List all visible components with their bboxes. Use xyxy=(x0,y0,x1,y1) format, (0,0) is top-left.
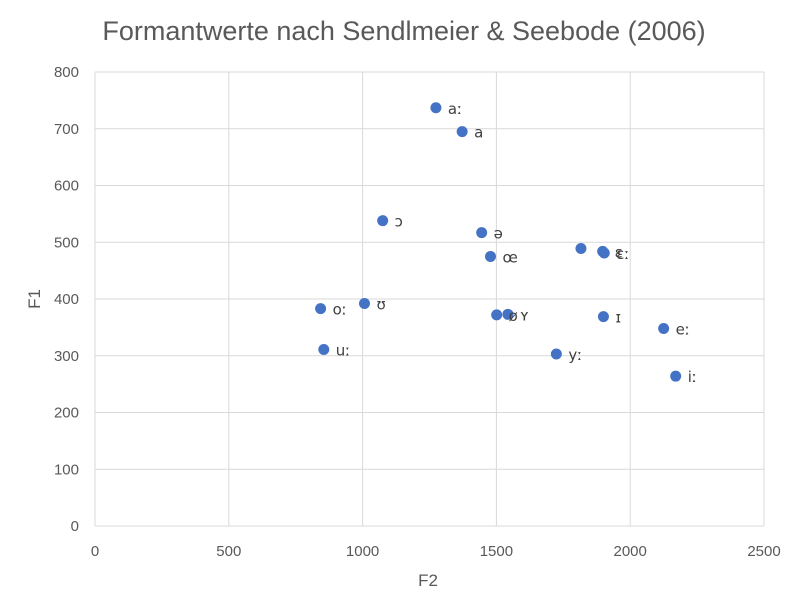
data-point xyxy=(491,309,503,321)
data-point xyxy=(476,227,488,239)
y-tick-label: 100 xyxy=(54,461,79,478)
data-point xyxy=(485,250,497,262)
data-label: yː xyxy=(568,346,582,364)
x-tick-labels: 0 500 1000 1500 2000 2500 xyxy=(91,543,781,560)
data-point xyxy=(502,308,514,320)
data-point xyxy=(597,311,609,323)
data-label: ɪ xyxy=(615,309,621,327)
x-axis-title: F2 xyxy=(418,571,438,590)
y-tick-label: 0 xyxy=(71,518,79,535)
data-label: ʊ xyxy=(376,296,385,314)
x-tick-label: 1000 xyxy=(346,543,379,560)
data-labels: aː a ɔ əœ ɛɛː ʊ oː ø ʏ ɪ eː uː yː iː xyxy=(333,100,697,386)
data-point xyxy=(318,344,330,356)
data-label: iː xyxy=(688,368,697,386)
x-tick-label: 1500 xyxy=(480,543,513,560)
y-tick-label: 500 xyxy=(54,234,79,251)
y-tick-label: 700 xyxy=(54,121,79,138)
y-tick-label: 600 xyxy=(54,178,79,195)
y-tick-label: 400 xyxy=(54,291,79,308)
data-label: eː xyxy=(676,321,690,339)
data-point xyxy=(575,242,587,254)
data-label: ɛ xyxy=(615,243,623,261)
data-label: ʏ xyxy=(520,306,529,324)
data-point xyxy=(598,247,610,259)
x-tick-label: 2000 xyxy=(614,543,647,560)
y-tick-labels: 0 100 200 300 400 500 600 700 800 xyxy=(54,64,79,535)
data-label: ɛː xyxy=(616,245,629,263)
data-label: aː xyxy=(448,100,462,118)
data-point xyxy=(315,303,327,315)
data-label: ə xyxy=(494,225,503,243)
x-tick-label: 2500 xyxy=(747,543,780,560)
data-label: a xyxy=(474,124,483,142)
chart-title: Formantwerte nach Sendlmeier & Seebode (… xyxy=(102,16,705,46)
data-label: ɔ xyxy=(395,213,403,231)
data-label: oː xyxy=(333,301,347,319)
gridlines xyxy=(94,71,765,527)
data-point xyxy=(670,370,682,382)
y-tick-label: 200 xyxy=(54,405,79,422)
y-axis-title: F1 xyxy=(25,289,44,309)
data-point xyxy=(550,348,562,360)
data-point xyxy=(358,298,370,310)
x-tick-label: 0 xyxy=(91,543,99,560)
y-tick-label: 800 xyxy=(54,64,79,81)
x-tick-label: 500 xyxy=(216,543,241,560)
y-tick-label: 300 xyxy=(54,348,79,365)
data-points xyxy=(315,102,682,382)
data-label: uː xyxy=(336,342,351,360)
data-point xyxy=(456,126,468,138)
data-point xyxy=(430,102,442,114)
data-label: ø xyxy=(509,307,518,325)
data-label: œ xyxy=(503,248,518,266)
data-point xyxy=(658,323,670,335)
data-point xyxy=(377,215,389,227)
